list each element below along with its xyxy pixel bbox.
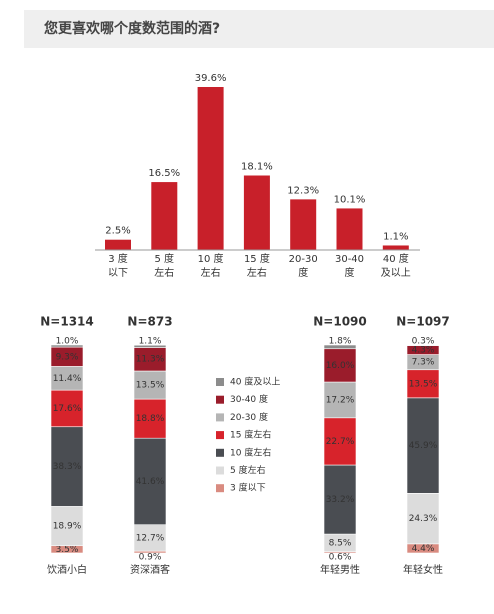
- value-label: 45.9%: [409, 441, 438, 451]
- value-label: 0.3%: [412, 337, 435, 347]
- value-label: 41.6%: [136, 477, 165, 487]
- value-label: 1.8%: [329, 337, 352, 347]
- bar: [197, 87, 224, 250]
- bar-segment: [323, 348, 357, 383]
- value-label: 0.9%: [139, 553, 162, 563]
- legend-swatch: [216, 413, 224, 422]
- value-label: 7.3%: [412, 358, 435, 368]
- bar-segment: [50, 344, 84, 348]
- value-label: 16.0%: [326, 361, 355, 371]
- x-tick-label: 年轻女性: [403, 563, 443, 576]
- value-label: 18.1%: [241, 161, 273, 172]
- header-band: [24, 10, 494, 48]
- value-label: 4.3%: [412, 346, 435, 356]
- bar: [290, 199, 317, 250]
- bar-segment: [323, 464, 357, 535]
- bar-segment: [133, 344, 167, 348]
- value-label: 1.0%: [56, 337, 79, 347]
- value-label: 1.1%: [383, 231, 408, 242]
- x-tick-label: 20-30 度: [289, 254, 318, 279]
- value-label: 24.3%: [409, 514, 438, 524]
- value-label: 9.3%: [56, 352, 79, 362]
- x-tick-label: 5 度左右: [154, 252, 174, 279]
- legend-label: 3 度以下: [230, 482, 266, 494]
- legend-swatch: [216, 378, 224, 386]
- legend-label: 15 度左右: [230, 429, 271, 441]
- legend-swatch: [216, 448, 224, 457]
- legend-label: 5 度左右: [230, 464, 266, 476]
- bar-segment: [406, 344, 440, 346]
- value-label: 16.5%: [148, 168, 180, 179]
- value-label: 13.5%: [409, 379, 438, 389]
- value-label: 1.1%: [139, 337, 162, 347]
- value-label: 3.5%: [56, 545, 79, 555]
- value-label: 17.2%: [326, 395, 355, 405]
- value-label: 33.2%: [326, 495, 355, 505]
- sample-size: N=1090: [313, 315, 367, 329]
- bar-segment: [323, 344, 357, 350]
- value-label: 8.5%: [329, 538, 352, 548]
- bar-segment: [323, 417, 357, 466]
- x-tick-label: 资深酒客: [130, 563, 170, 576]
- value-label: 11.3%: [136, 355, 165, 365]
- legend-label: 20-30 度: [230, 411, 268, 423]
- x-tick-label: 40 度及以上: [381, 252, 411, 279]
- legend-swatch: [216, 484, 224, 493]
- x-tick-label: 3 度以下: [108, 252, 128, 279]
- bar: [336, 208, 363, 250]
- x-tick-label: 饮酒小白: [47, 563, 87, 576]
- legend-label: 40 度及以上: [230, 376, 280, 388]
- x-tick-label: 30-40 度: [335, 254, 364, 279]
- legend-label: 30-40 度: [230, 393, 268, 405]
- value-label: 11.4%: [53, 374, 82, 384]
- bar-segment: [133, 437, 167, 526]
- x-tick-label: 年轻男性: [320, 563, 360, 576]
- bar-segment: [133, 524, 167, 552]
- x-tick-label: 10 度左右: [198, 252, 224, 279]
- bar-segment: [406, 493, 440, 545]
- value-label: 2.5%: [105, 226, 130, 237]
- sample-size: N=1097: [396, 315, 450, 329]
- bar-segment: [133, 398, 167, 439]
- bar-segment: [50, 506, 84, 547]
- bar: [151, 182, 178, 250]
- legend-label: 10 度左右: [230, 446, 271, 458]
- bar: [382, 245, 409, 250]
- bar: [105, 239, 131, 250]
- x-tick-label: 15 度左右: [244, 252, 270, 279]
- chart-title: 您更喜欢哪个度数范围的酒?: [44, 20, 220, 37]
- bar: [243, 175, 270, 250]
- bar-segment: [406, 369, 440, 399]
- value-label: 4.4%: [412, 544, 435, 554]
- value-label: 38.3%: [53, 462, 82, 472]
- value-label: 12.7%: [136, 533, 165, 543]
- value-label: 22.7%: [326, 437, 355, 447]
- sample-size: N=1314: [40, 315, 94, 329]
- legend-swatch: [216, 466, 224, 475]
- bar-segment: [323, 381, 357, 419]
- value-label: 39.6%: [195, 73, 227, 84]
- value-label: 18.9%: [53, 522, 82, 532]
- value-label: 0.6%: [329, 553, 352, 563]
- value-label: 17.6%: [53, 404, 82, 414]
- value-label: 18.8%: [136, 414, 165, 424]
- value-label: 12.3%: [287, 185, 319, 196]
- bar-segment: [50, 389, 84, 428]
- sample-size: N=873: [127, 315, 172, 329]
- legend-swatch: [216, 431, 224, 440]
- value-label: 10.1%: [334, 194, 366, 205]
- value-label: 13.5%: [136, 381, 165, 391]
- legend-swatch: [216, 395, 224, 404]
